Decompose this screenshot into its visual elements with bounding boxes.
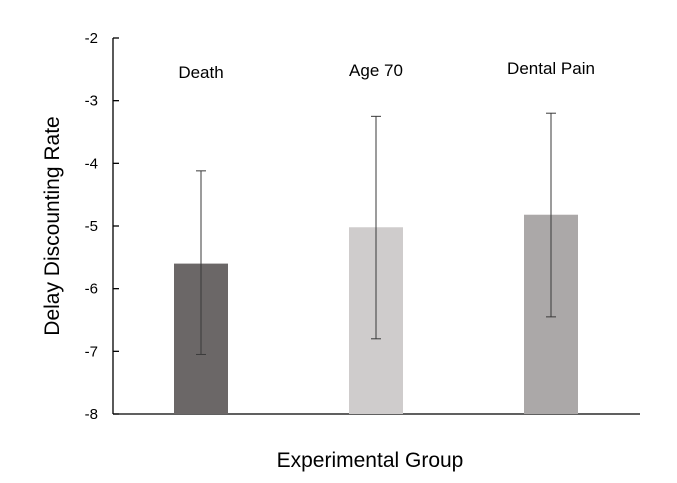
y-axis-title: Delay Discounting Rate [41,116,64,335]
category-label-0: Death [178,63,223,82]
x-axis-title: Experimental Group [277,449,464,472]
category-labels: Death Age 70 Dental Pain [178,59,595,82]
y-tick-label-1: -3 [85,93,98,110]
y-tick-label-2: -4 [85,155,98,172]
error-bars [196,112,556,355]
category-label-1: Age 70 [349,61,403,80]
category-label-2: Dental Pain [507,59,595,78]
y-tick-label-0: -2 [85,30,98,47]
y-tick-label-5: -7 [85,343,98,360]
y-ticks: -2 -3 -4 -5 -6 -7 -8 [85,30,119,423]
y-tick-label-3: -5 [85,218,98,235]
y-tick-label-4: -6 [85,281,98,298]
y-tick-label-6: -8 [85,406,98,423]
